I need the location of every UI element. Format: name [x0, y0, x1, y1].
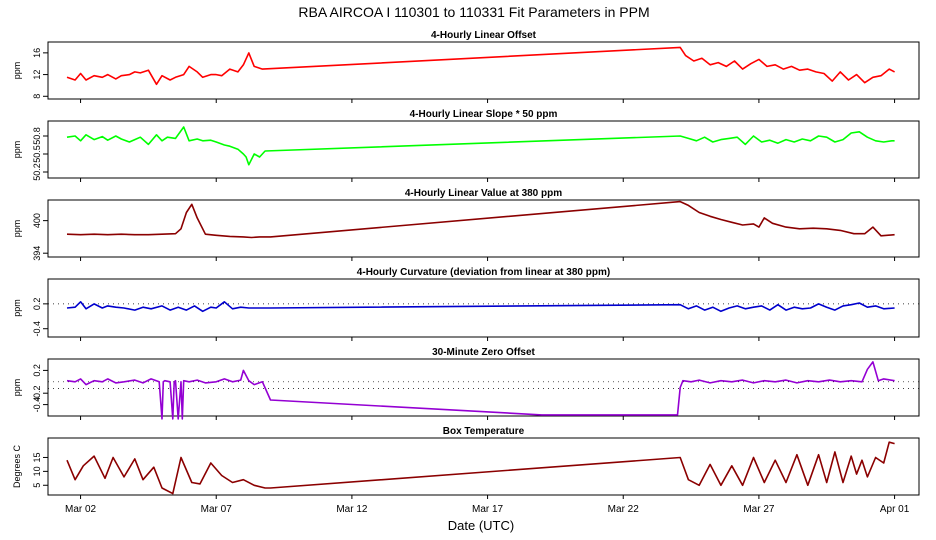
y-tick-label: -0.2 — [32, 385, 42, 401]
panel-2: 4-Hourly Linear Slope * 50 ppm 50.250.550… — [12, 109, 920, 182]
panel-title: 4-Hourly Linear Offset — [431, 30, 537, 41]
panel-title: 30-Minute Zero Offset — [432, 347, 535, 358]
panel-frame — [47, 120, 920, 179]
series-line — [66, 46, 895, 86]
y-tick-label: 8 — [32, 94, 42, 99]
y-tick-label: 394 — [32, 246, 42, 261]
y-tick-label: -0.4 — [32, 397, 42, 413]
x-tick-label: Mar 02 — [65, 504, 97, 515]
x-tick-label: Mar 17 — [472, 504, 504, 515]
y-tick-label: 12 — [32, 70, 42, 80]
panel-frame — [47, 199, 920, 258]
panel-frame — [47, 437, 920, 496]
x-axis: Mar 02 Mar 07 Mar 12 Mar 17 Mar 22 Mar 27 Apr … — [65, 504, 910, 515]
figure-title: RBA AIRCOA I 110301 to 110331 Fit Parame… — [298, 4, 649, 20]
y-tick-label: 400 — [32, 213, 42, 228]
series-line — [66, 200, 895, 239]
y-tick-label: 50.2 — [32, 163, 42, 181]
x-tick-label: Apr 01 — [880, 504, 910, 515]
y-tick-label: 16 — [32, 48, 42, 58]
panel-4: 4-Hourly Curvature (deviation from linea… — [12, 267, 920, 341]
y-tick-label: 15 — [32, 452, 42, 462]
x-tick-label: Mar 07 — [201, 504, 233, 515]
panel-title: 4-Hourly Curvature (deviation from linea… — [357, 267, 610, 278]
y-tick-label: 0.2 — [32, 364, 42, 377]
y-tick-label: 5 — [32, 483, 42, 488]
y-axis-label: Degrees C — [12, 444, 22, 488]
y-tick-label: 10 — [32, 466, 42, 476]
y-axis-label: ppm — [12, 220, 22, 238]
y-axis-label: ppm — [12, 379, 22, 397]
y-tick-label: -0.4 — [32, 321, 42, 337]
panel-title: 4-Hourly Linear Slope * 50 ppm — [410, 109, 558, 120]
panel-5: 30-Minute Zero Offset -0.4-0.2 0.2 ppm — [12, 347, 920, 420]
panel-title: 4-Hourly Linear Value at 380 ppm — [405, 188, 562, 199]
panel-frame — [47, 41, 920, 100]
panel-frame — [47, 278, 920, 338]
y-axis-label: ppm — [12, 62, 22, 80]
x-tick-label: Mar 22 — [608, 504, 640, 515]
series-line — [66, 441, 895, 495]
series-line — [66, 361, 895, 420]
y-tick-label: 50.5 — [32, 145, 42, 163]
panel-3: 4-Hourly Linear Value at 380 ppm 394 400 pp… — [12, 188, 920, 261]
y-axis-label: ppm — [12, 141, 22, 159]
series-line — [66, 126, 895, 166]
panel-1: 4-Hourly Linear Offset 8 12 16 ppm — [12, 30, 920, 103]
x-tick-label: Mar 12 — [336, 504, 368, 515]
panel-title: Box Temperature — [443, 426, 525, 437]
series-line — [66, 300, 895, 313]
x-tick-label: Mar 27 — [743, 504, 775, 515]
panel-6: Box Temperature 5 10 15 Degrees C — [12, 426, 920, 499]
y-tick-label: 50.8 — [32, 127, 42, 145]
x-axis-label: Date (UTC) — [448, 518, 514, 533]
panel-frame — [47, 358, 920, 417]
y-axis-label: ppm — [12, 299, 22, 317]
y-tick-label: 0.2 — [32, 298, 42, 311]
